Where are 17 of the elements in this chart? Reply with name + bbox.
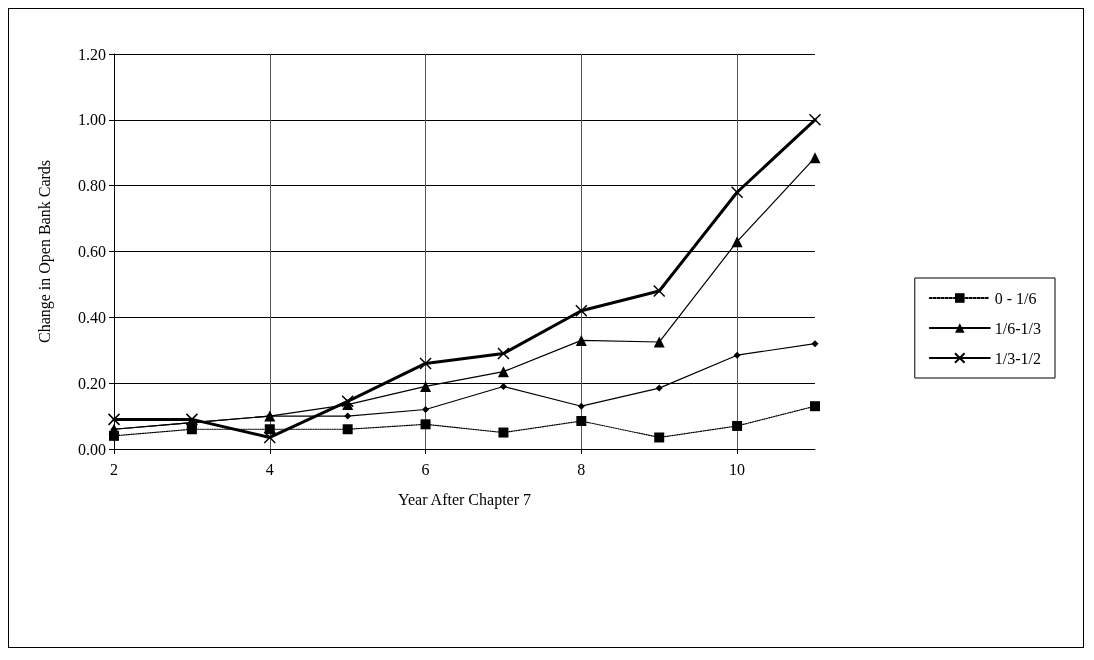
x-tick-label: 4: [265, 460, 274, 478]
y-tick-label: 0.20: [78, 374, 106, 392]
legend-label: 1/3-1/2: [994, 349, 1041, 367]
y-tick-label: 0.60: [78, 243, 106, 260]
x-tick-label: 8: [577, 460, 586, 478]
y-tick-label: 1.20: [78, 45, 106, 63]
y-tick-label: 0.80: [78, 177, 106, 195]
x-tick-label: 10: [729, 460, 746, 478]
x-axis-title: Year After Chapter 7: [397, 490, 532, 509]
y-tick-label: 0.00: [78, 440, 106, 458]
y-tick-label: 1.00: [78, 111, 106, 129]
x-tick-label: 2: [110, 460, 118, 478]
y-tick-label: 0.40: [78, 308, 106, 326]
legend-label: 1/6-1/3: [994, 319, 1041, 337]
y-axis-title: Change in Open Bank Cards: [35, 159, 54, 344]
legend-label: 0 - 1/6: [994, 289, 1037, 307]
x-tick-label: 6: [421, 460, 430, 478]
